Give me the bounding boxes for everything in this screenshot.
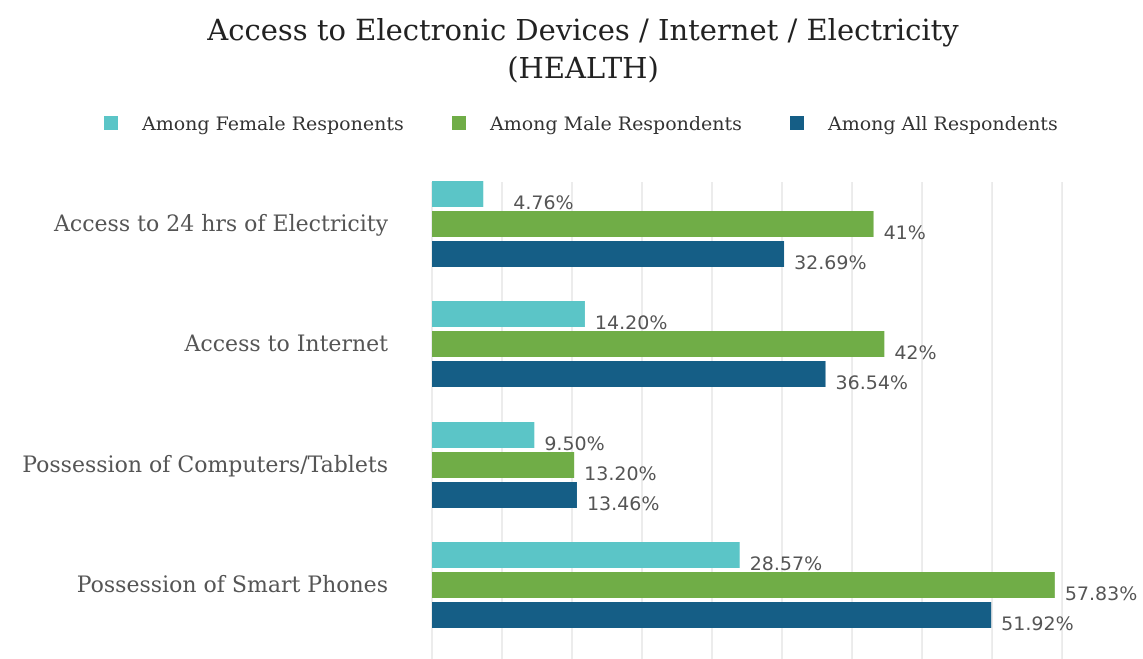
legend: Among Female Responents Among Male Respon… bbox=[104, 113, 1058, 135]
bar bbox=[432, 422, 535, 448]
chart-subtitle: (HEALTH) bbox=[507, 51, 659, 85]
data-label: 13.20% bbox=[584, 463, 656, 485]
data-label: 57.83% bbox=[1065, 583, 1137, 605]
bar bbox=[432, 542, 740, 568]
category-labels: Access to 24 hrs of Electricity Access to… bbox=[22, 212, 388, 598]
category-label: Possession of Smart Phones bbox=[77, 573, 388, 598]
data-label: 42% bbox=[894, 342, 936, 364]
data-label: 28.57% bbox=[750, 553, 822, 575]
bar bbox=[432, 301, 585, 327]
data-label: 13.46% bbox=[587, 493, 659, 515]
category-label: Access to 24 hrs of Electricity bbox=[53, 212, 389, 237]
legend-label: Among Female Responents bbox=[141, 113, 404, 135]
legend-swatch bbox=[790, 116, 804, 130]
data-label: 41% bbox=[884, 222, 926, 244]
data-label: 9.50% bbox=[544, 433, 604, 455]
category-label: Possession of Computers/Tablets bbox=[22, 453, 388, 478]
data-labels: 4.76% 41% 32.69% 14.20% 42% 36.54% 9.50% 13.20%… bbox=[513, 192, 1137, 635]
legend-swatch bbox=[104, 116, 118, 130]
bar bbox=[432, 452, 575, 478]
bar bbox=[432, 331, 885, 357]
data-label: 51.92% bbox=[1001, 613, 1073, 635]
legend-swatch bbox=[452, 116, 466, 130]
legend-label: Among Male Respondents bbox=[489, 113, 742, 135]
chart-title: Access to Electronic Devices / Internet … bbox=[206, 13, 959, 47]
data-label: 14.20% bbox=[595, 312, 667, 334]
bar bbox=[432, 181, 484, 207]
bar bbox=[432, 482, 577, 508]
bars bbox=[432, 181, 1055, 628]
data-label: 4.76% bbox=[513, 192, 573, 214]
bar bbox=[432, 211, 874, 237]
bar bbox=[432, 241, 785, 267]
bar bbox=[432, 602, 992, 628]
data-label: 36.54% bbox=[836, 372, 908, 394]
data-label: 32.69% bbox=[794, 252, 866, 274]
bar bbox=[432, 572, 1055, 598]
category-label: Access to Internet bbox=[184, 332, 389, 357]
bar bbox=[432, 361, 826, 387]
legend-label: Among All Respondents bbox=[827, 113, 1058, 135]
